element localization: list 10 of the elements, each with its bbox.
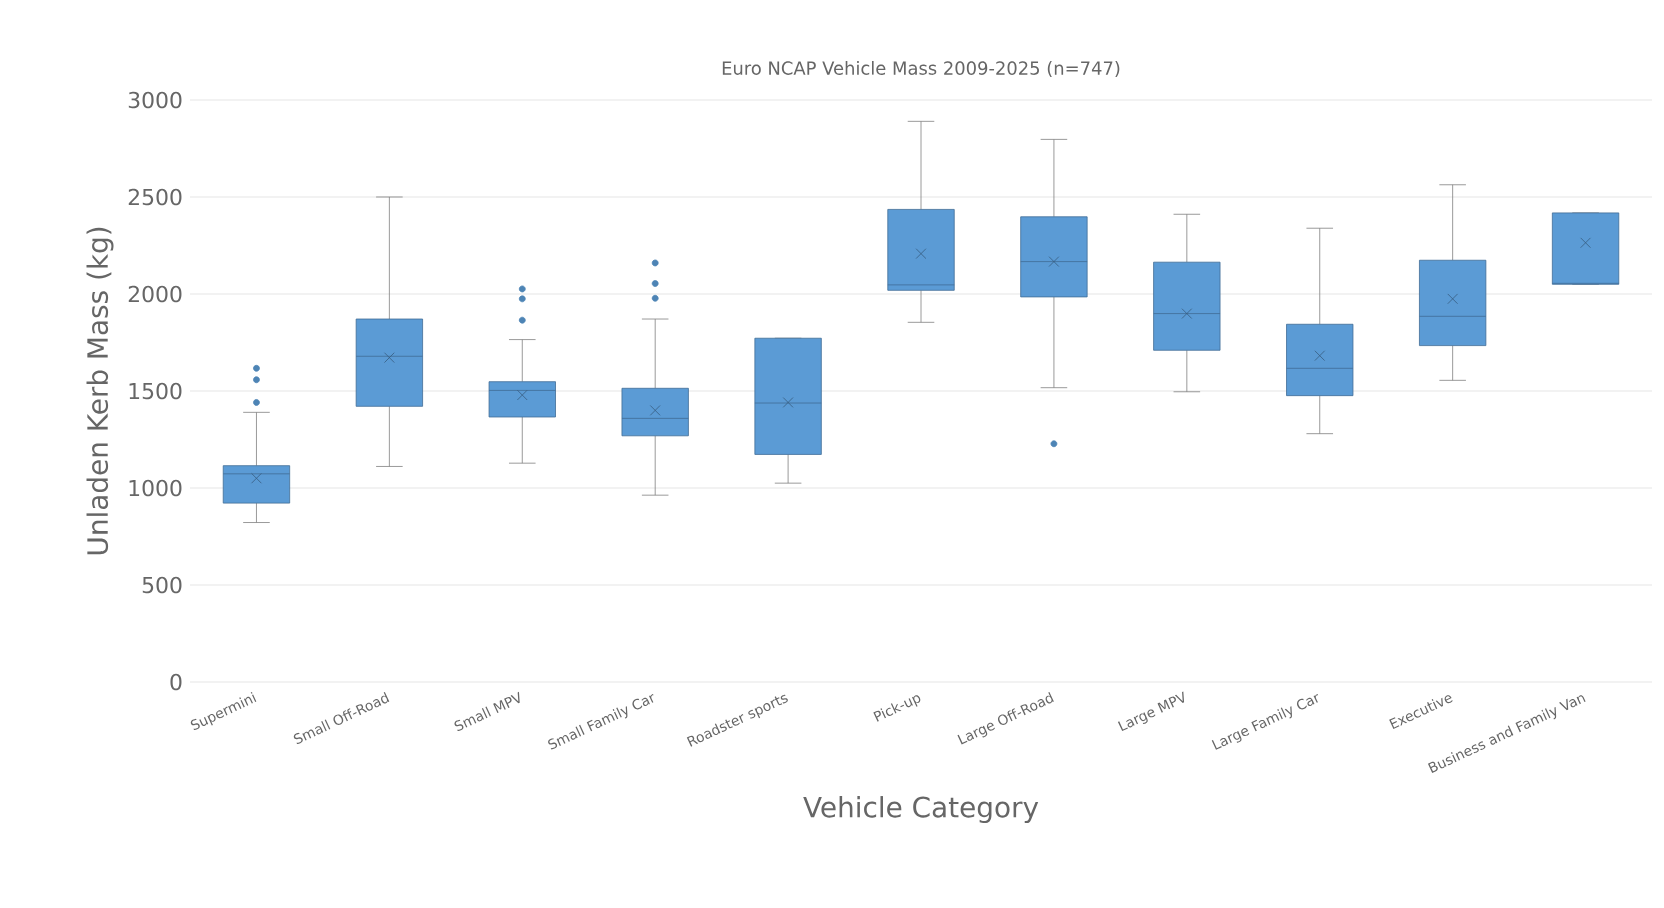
y-tick-label: 500 — [142, 576, 182, 594]
y-tick-label: 2500 — [128, 188, 182, 206]
y-tick-label: 1000 — [129, 479, 182, 497]
y-tick-label: 0 — [170, 673, 182, 691]
y-tick-label: 1500 — [129, 382, 182, 400]
y-tick-label: 3000 — [128, 91, 182, 109]
x-axis-title: Vehicle Category — [803, 796, 1039, 824]
y-tick-label: 2000 — [128, 285, 182, 303]
y-axis-title: Unladen Kerb Mass (kg) — [86, 227, 114, 555]
chart-title: Euro NCAP Vehicle Mass 2009-2025 (n=747) — [722, 61, 1120, 78]
